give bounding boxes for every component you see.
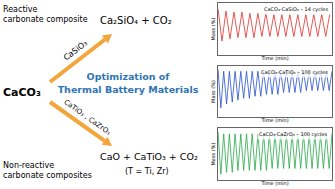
svg-text:CaTiO₃ , CaZrO₃: CaTiO₃ , CaZrO₃ bbox=[62, 98, 112, 137]
svg-text:CaCO₃-CaTiO₃ – 100 cycles: CaCO₃-CaTiO₃ – 100 cycles bbox=[261, 69, 328, 76]
svg-text:Reactive: Reactive bbox=[3, 5, 38, 14]
svg-text:Optimization of: Optimization of bbox=[87, 71, 171, 82]
svg-text:(T = Ti, Zr): (T = Ti, Zr) bbox=[125, 167, 169, 176]
svg-text:Mass (%): Mass (%) bbox=[210, 143, 216, 166]
svg-text:CaO + CaTiO₃ + CO₂: CaO + CaTiO₃ + CO₂ bbox=[100, 151, 198, 162]
svg-text:CaCO₃-CaSiO₃ – 14 cycles: CaCO₃-CaSiO₃ – 14 cycles bbox=[264, 6, 328, 13]
svg-text:CaCO₃-CaZrO₃ – 100 cycles: CaCO₃-CaZrO₃ – 100 cycles bbox=[259, 131, 328, 138]
svg-text:Ca₂SiO₄ + CO₂: Ca₂SiO₄ + CO₂ bbox=[100, 15, 172, 26]
svg-text:carbonate composites: carbonate composites bbox=[3, 171, 92, 180]
svg-text:Thermal Battery Materials: Thermal Battery Materials bbox=[58, 84, 199, 95]
svg-text:Mass (%): Mass (%) bbox=[210, 18, 216, 41]
svg-text:Time (min): Time (min) bbox=[260, 117, 288, 123]
svg-text:Non-reactive: Non-reactive bbox=[3, 161, 54, 170]
svg-text:Time (min): Time (min) bbox=[260, 55, 288, 61]
svg-text:Mass (%): Mass (%) bbox=[210, 80, 216, 103]
svg-text:carbonate composite: carbonate composite bbox=[3, 15, 88, 24]
svg-text:CaCO₃: CaCO₃ bbox=[3, 86, 41, 99]
svg-text:Time (min): Time (min) bbox=[260, 180, 288, 186]
svg-text:CaSiO₃: CaSiO₃ bbox=[62, 39, 89, 63]
